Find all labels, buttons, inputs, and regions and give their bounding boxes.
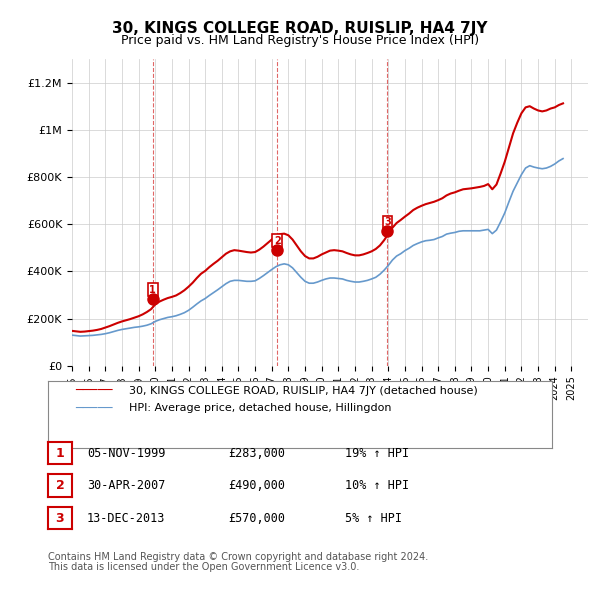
Text: 10% ↑ HPI: 10% ↑ HPI xyxy=(345,479,409,492)
Text: 3: 3 xyxy=(384,217,391,227)
Text: 30, KINGS COLLEGE ROAD, RUISLIP, HA4 7JY: 30, KINGS COLLEGE ROAD, RUISLIP, HA4 7JY xyxy=(112,21,488,35)
Text: 13-DEC-2013: 13-DEC-2013 xyxy=(87,512,166,525)
Text: 3: 3 xyxy=(56,512,64,525)
Text: ─────: ───── xyxy=(75,402,113,415)
Text: Contains HM Land Registry data © Crown copyright and database right 2024.: Contains HM Land Registry data © Crown c… xyxy=(48,552,428,562)
Text: 2: 2 xyxy=(274,236,281,246)
Text: £570,000: £570,000 xyxy=(228,512,285,525)
Text: 1: 1 xyxy=(149,285,156,295)
Text: 2: 2 xyxy=(56,479,64,492)
Text: 30, KINGS COLLEGE ROAD, RUISLIP, HA4 7JY (detached house): 30, KINGS COLLEGE ROAD, RUISLIP, HA4 7JY… xyxy=(129,386,478,395)
Text: This data is licensed under the Open Government Licence v3.0.: This data is licensed under the Open Gov… xyxy=(48,562,359,572)
Text: 30-APR-2007: 30-APR-2007 xyxy=(87,479,166,492)
Text: 19% ↑ HPI: 19% ↑ HPI xyxy=(345,447,409,460)
Text: ─────: ───── xyxy=(75,384,113,397)
Text: £490,000: £490,000 xyxy=(228,479,285,492)
Text: 1: 1 xyxy=(56,447,64,460)
Text: £283,000: £283,000 xyxy=(228,447,285,460)
Text: 5% ↑ HPI: 5% ↑ HPI xyxy=(345,512,402,525)
Text: 05-NOV-1999: 05-NOV-1999 xyxy=(87,447,166,460)
Text: HPI: Average price, detached house, Hillingdon: HPI: Average price, detached house, Hill… xyxy=(129,404,392,413)
Text: Price paid vs. HM Land Registry's House Price Index (HPI): Price paid vs. HM Land Registry's House … xyxy=(121,34,479,47)
